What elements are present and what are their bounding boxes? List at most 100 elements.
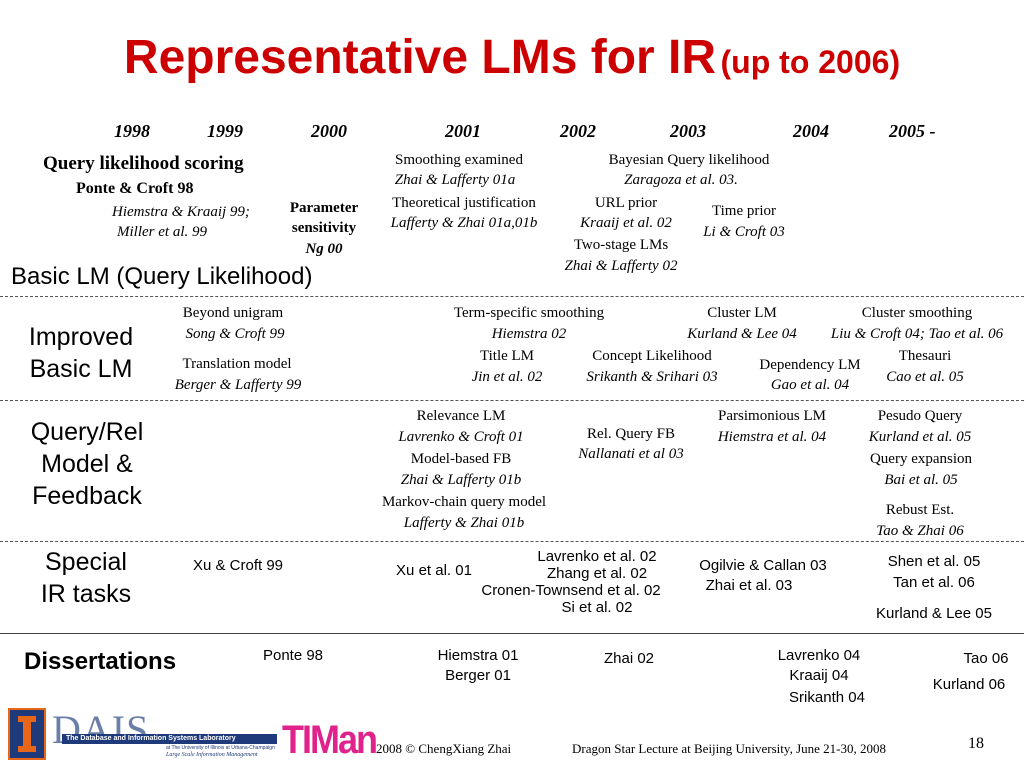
query-expansion: Query expansion: [869, 451, 973, 467]
ponte-croft-98: Ponte & Croft 98: [76, 180, 194, 197]
dais-bar: [62, 734, 277, 744]
model-based-fb-ref: Zhai & Lafferty 01b: [400, 472, 522, 488]
bayesian-ref: Zaragoza et al. 03.: [624, 172, 738, 188]
translation-model-ref: Berger & Lafferty 99: [174, 377, 302, 393]
term-specific-smoothing: Term-specific smoothing: [453, 305, 605, 321]
query-rel-label-line3: Feedback: [32, 482, 142, 510]
rel-query-fb: Rel. Query FB: [587, 426, 675, 442]
special-tasks-label: Special IR tasks: [41, 546, 131, 610]
divider-special: [0, 633, 1024, 634]
illinois-logo: [8, 708, 46, 760]
title-lm-ref: Jin et al. 02: [471, 369, 543, 385]
time-prior-ref: Li & Croft 03: [703, 224, 785, 240]
model-based-fb: Model-based FB: [410, 451, 512, 467]
miller-99: Miller et al. 99: [117, 224, 207, 240]
title-main: Representative LMs for IR: [123, 31, 717, 84]
relevance-lm: Relevance LM: [416, 408, 506, 424]
url-prior: URL prior: [594, 195, 658, 211]
robust-est: Rebust Est.: [885, 502, 955, 518]
ng-00: Ng 00: [305, 241, 343, 257]
concept-likelihood-ref: Srikanth & Srihari 03: [586, 369, 718, 385]
diss-kurland-06: Kurland 06: [932, 676, 1006, 693]
lavrenko-02: Lavrenko et al. 02: [537, 548, 657, 565]
parameter-label: Parameter: [289, 200, 359, 216]
footer-copyright: 2008 © ChengXiang Zhai: [376, 741, 512, 756]
time-prior: Time prior: [711, 203, 777, 219]
zhang-02: Zhang et al. 02: [546, 565, 648, 582]
divider-improved: [0, 400, 1024, 401]
year-2004: 2004: [793, 121, 829, 141]
smoothing-ref: Zhai & Lafferty 01a: [394, 172, 516, 188]
url-prior-ref: Kraaij et al. 02: [580, 215, 672, 231]
divider-query-rel: [0, 541, 1024, 542]
parsimonious-lm: Parsimonious LM: [718, 408, 826, 424]
dependency-lm-ref: Gao et al. 04: [770, 377, 850, 393]
diss-hiemstra-01: Hiemstra 01: [437, 647, 519, 664]
theoretical-ref: Lafferty & Zhai 01a,01b: [390, 215, 538, 231]
dais-line1: The Database and Information Systems Lab…: [66, 735, 236, 742]
improved-label-line2: Basic LM: [29, 355, 133, 383]
year-2000: 2000: [311, 121, 347, 141]
sensitivity-label: sensitivity: [291, 220, 357, 236]
basic-lm-label: Basic LM (Query Likelihood): [11, 263, 313, 290]
cluster-smoothing-ref: Liu & Croft 04; Tao et al. 06: [830, 326, 1004, 342]
query-rel-label-line1: Query/Rel: [30, 418, 144, 446]
dais-logo: DAIS: [52, 707, 150, 752]
pseudo-query: Pesudo Query: [877, 408, 963, 424]
special-label-line1: Special: [44, 548, 127, 576]
beyond-unigram-ref: Song & Croft 99: [185, 326, 285, 342]
page-number: 18: [968, 735, 984, 752]
markov-chain-query-model: Markov-chain query model: [381, 494, 547, 510]
smoothing-examined: Smoothing examined: [395, 152, 523, 168]
title-lm: Title LM: [479, 348, 535, 364]
year-2002: 2002: [560, 121, 596, 141]
slide-title: Representative LMs for IR (up to 2006): [0, 30, 1024, 85]
pseudo-query-ref: Kurland et al. 05: [868, 429, 972, 445]
robust-est-ref: Tao & Zhai 06: [876, 523, 964, 539]
diss-kraaij-04: Kraaij 04: [789, 667, 849, 684]
diss-srikanth-04: Srikanth 04: [789, 689, 865, 706]
query-likelihood-title: Query likelihood scoring: [43, 153, 244, 174]
improved-label-line1: Improved: [28, 323, 134, 351]
diss-berger-01: Berger 01: [445, 667, 511, 684]
two-stage-ref: Zhai & Lafferty 02: [564, 258, 678, 274]
translation-model: Translation model: [182, 356, 292, 372]
footer-lecture: Dragon Star Lecture at Beijing Universit…: [572, 741, 886, 756]
thesauri-ref: Cao et al. 05: [886, 369, 964, 385]
divider-basic: [0, 296, 1024, 297]
cluster-lm-ref: Kurland & Lee 04: [687, 326, 797, 342]
title-sub: (up to 2006): [720, 44, 901, 80]
diss-tao-06: Tao 06: [963, 650, 1009, 667]
query-rel-label: Query/Rel Model & Feedback: [31, 416, 144, 512]
xu-et-al-01: Xu et al. 01: [396, 562, 472, 579]
cronen-townsend-02: Cronen-Townsend et al. 02: [481, 582, 661, 599]
dissertations-label: Dissertations: [24, 648, 177, 675]
diss-lavrenko-04: Lavrenko 04: [777, 647, 861, 664]
improved-label: Improved Basic LM: [29, 321, 133, 385]
parsimonious-lm-ref: Hiemstra et al. 04: [717, 429, 827, 445]
rel-query-fb-ref: Nallanati et al 03: [578, 446, 684, 462]
term-specific-ref: Hiemstra 02: [491, 326, 567, 342]
xu-croft-99: Xu & Croft 99: [192, 557, 284, 574]
timan-logo: TIMan: [282, 716, 378, 762]
year-2001: 2001: [445, 121, 481, 141]
special-label-line2: IR tasks: [40, 580, 132, 608]
zhai-03: Zhai et al. 03: [705, 577, 793, 594]
year-1998: 1998: [114, 121, 150, 141]
shen-05: Shen et al. 05: [887, 553, 981, 570]
dais-line2: at The University of Illinois at Urbana-…: [166, 745, 275, 751]
tan-06: Tan et al. 06: [893, 574, 975, 591]
markov-chain-ref: Lafferty & Zhai 01b: [403, 515, 525, 531]
theoretical-justification: Theoretical justification: [392, 195, 536, 211]
beyond-unigram: Beyond unigram: [182, 305, 284, 321]
dependency-lm: Dependency LM: [759, 357, 861, 373]
hiemstra-kraaij-99: Hiemstra & Kraaij 99;: [112, 204, 250, 220]
cluster-smoothing: Cluster smoothing: [861, 305, 973, 321]
diss-ponte-98: Ponte 98: [262, 647, 324, 664]
year-1999: 1999: [207, 121, 243, 141]
diss-zhai-02: Zhai 02: [603, 650, 655, 667]
year-2005: 2005 -: [889, 121, 936, 141]
dais-line3: Large Scale Information Management: [166, 752, 258, 758]
relevance-lm-ref: Lavrenko & Croft 01: [398, 429, 524, 445]
thesauri: Thesauri: [898, 348, 952, 364]
